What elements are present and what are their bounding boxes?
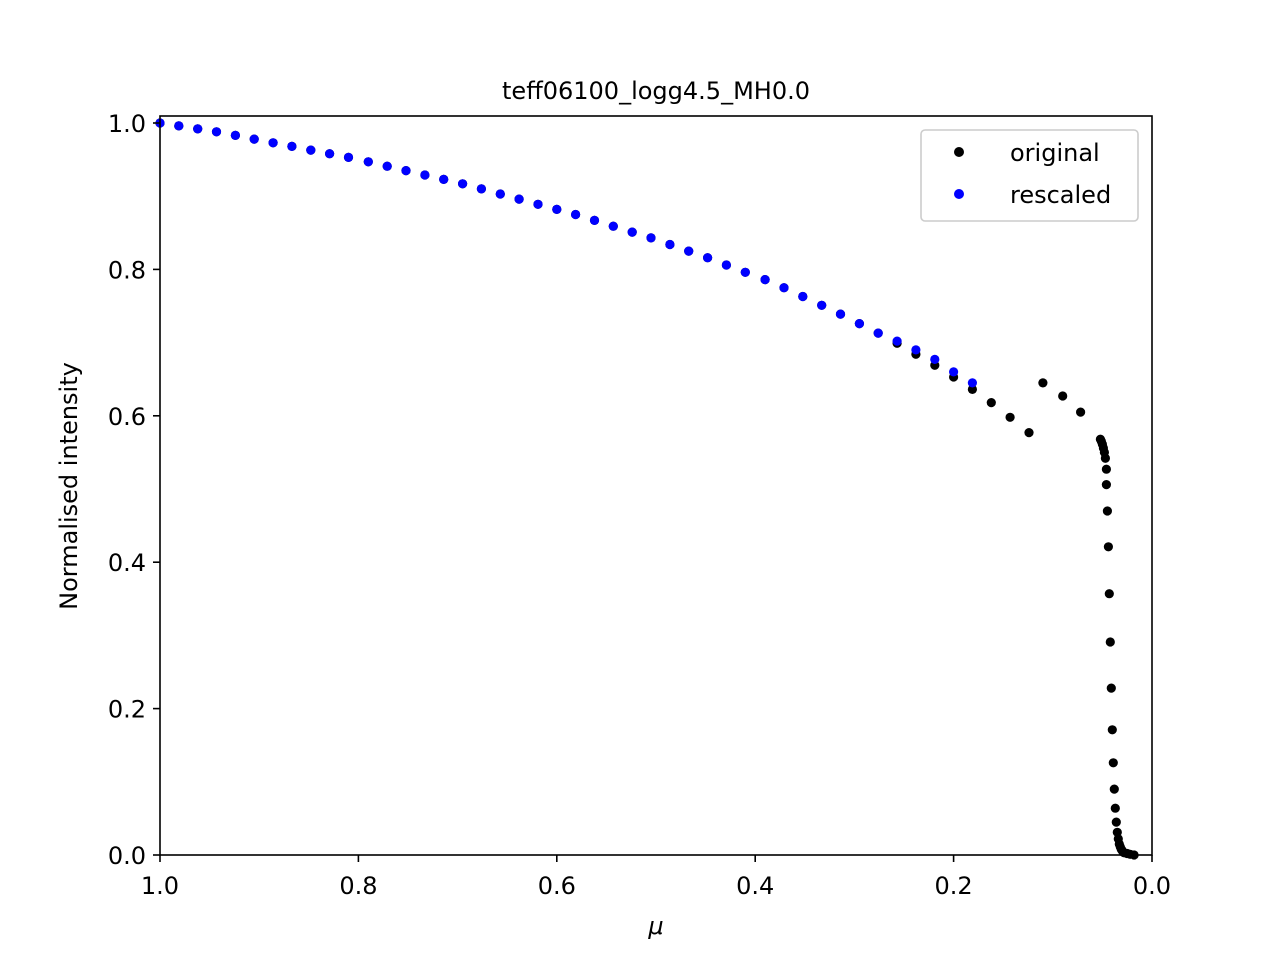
original-point bbox=[967, 384, 978, 394]
rescaled-point bbox=[306, 145, 316, 155]
rescaled-point bbox=[249, 134, 259, 144]
original-point bbox=[1110, 803, 1120, 813]
original-point bbox=[1101, 480, 1111, 490]
rescaled-point bbox=[967, 378, 978, 388]
x-tick-label: 0.2 bbox=[935, 872, 973, 900]
rescaled-point bbox=[817, 300, 827, 310]
rescaled-point bbox=[268, 138, 278, 148]
rescaled-point bbox=[174, 121, 184, 131]
original-point bbox=[1101, 464, 1111, 474]
original-point bbox=[1111, 817, 1121, 827]
legend-marker-rescaled bbox=[954, 189, 964, 199]
legend-label-original: original bbox=[1010, 139, 1100, 167]
rescaled-point bbox=[458, 179, 468, 189]
original-point bbox=[1106, 683, 1116, 693]
series-original bbox=[155, 118, 1139, 860]
x-tick-label: 0.4 bbox=[736, 872, 774, 900]
rescaled-point bbox=[193, 124, 203, 134]
rescaled-point bbox=[552, 204, 562, 214]
rescaled-point bbox=[892, 336, 902, 346]
legend-frame bbox=[920, 129, 1139, 222]
x-tick-label: 0.6 bbox=[538, 872, 576, 900]
rescaled-point bbox=[949, 367, 959, 377]
rescaled-point bbox=[382, 161, 392, 171]
original-point bbox=[1102, 506, 1112, 516]
y-axis: 0.0 0.2 0.4 0.6 0.8 1.0 bbox=[108, 110, 160, 870]
y-tick-label: 0.2 bbox=[108, 696, 146, 724]
original-point bbox=[1104, 589, 1114, 599]
rescaled-point bbox=[835, 309, 846, 319]
original-point bbox=[1105, 637, 1115, 647]
rescaled-point bbox=[514, 194, 524, 204]
y-tick-label: 0.0 bbox=[108, 842, 146, 870]
rescaled-point bbox=[930, 354, 940, 364]
rescaled-point bbox=[740, 267, 750, 277]
rescaled-point bbox=[495, 189, 505, 199]
y-tick-label: 0.8 bbox=[108, 256, 146, 284]
rescaled-point bbox=[571, 209, 581, 220]
chart-title: teff06100_logg4.5_MH0.0 bbox=[502, 77, 810, 105]
rescaled-point bbox=[684, 246, 694, 256]
x-tick-label: 0.8 bbox=[339, 872, 377, 900]
x-axis-label: μ bbox=[647, 912, 663, 940]
original-point bbox=[1109, 784, 1119, 794]
original-point bbox=[1024, 428, 1034, 438]
plot-frame bbox=[159, 115, 1153, 856]
rescaled-point bbox=[779, 283, 789, 293]
rescaled-point bbox=[533, 199, 543, 209]
rescaled-point bbox=[476, 184, 486, 194]
data-points bbox=[155, 118, 1139, 860]
rescaled-point bbox=[854, 319, 865, 329]
rescaled-point bbox=[721, 260, 732, 270]
original-point bbox=[1107, 725, 1117, 735]
rescaled-point bbox=[608, 221, 618, 231]
rescaled-point bbox=[627, 227, 637, 237]
x-tick-label: 1.0 bbox=[141, 872, 179, 900]
rescaled-point bbox=[230, 130, 240, 140]
original-point bbox=[1058, 391, 1068, 401]
y-axis-label: Normalised intensity bbox=[55, 362, 83, 610]
rescaled-point bbox=[873, 328, 883, 338]
rescaled-point bbox=[646, 233, 656, 243]
original-point bbox=[1108, 758, 1118, 768]
x-axis: 1.0 0.8 0.6 0.4 0.2 0.0 bbox=[141, 855, 1171, 900]
y-tick-label: 1.0 bbox=[108, 110, 146, 138]
rescaled-point bbox=[589, 215, 600, 225]
original-point bbox=[1103, 542, 1113, 552]
rescaled-point bbox=[798, 291, 808, 302]
x-tick-label: 0.0 bbox=[1133, 872, 1171, 900]
legend: original rescaled bbox=[920, 129, 1139, 222]
rescaled-point bbox=[760, 275, 770, 285]
rescaled-point bbox=[363, 157, 373, 167]
series-rescaled bbox=[155, 118, 978, 388]
rescaled-point bbox=[287, 141, 297, 151]
original-point bbox=[1076, 407, 1086, 417]
original-point bbox=[1005, 412, 1015, 422]
rescaled-point bbox=[665, 239, 675, 250]
rescaled-point bbox=[911, 345, 921, 355]
rescaled-point bbox=[703, 253, 713, 263]
rescaled-point bbox=[343, 152, 354, 162]
y-tick-label: 0.6 bbox=[108, 403, 146, 431]
y-tick-label: 0.4 bbox=[108, 549, 146, 577]
rescaled-point bbox=[420, 170, 430, 180]
legend-marker-original bbox=[954, 147, 964, 157]
rescaled-point bbox=[401, 166, 411, 176]
original-point bbox=[1038, 378, 1048, 388]
rescaled-point bbox=[439, 174, 449, 184]
original-point bbox=[986, 398, 996, 408]
rescaled-point bbox=[325, 149, 335, 159]
legend-label-rescaled: rescaled bbox=[1010, 181, 1111, 209]
original-point bbox=[1100, 453, 1110, 463]
rescaled-point bbox=[211, 127, 222, 137]
